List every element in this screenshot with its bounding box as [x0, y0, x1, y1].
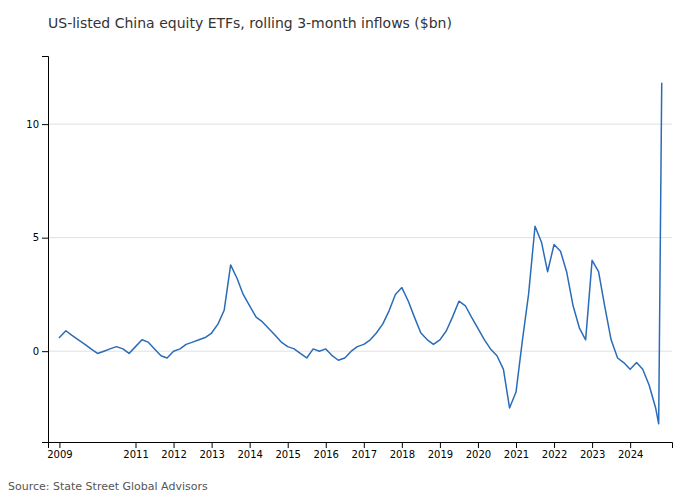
x-tick: 2009 — [47, 442, 72, 460]
x-tick-label: 2012 — [161, 449, 186, 460]
x-tick-mark — [478, 442, 479, 448]
x-tick-label: 2022 — [542, 449, 567, 460]
y-tick-mark — [42, 238, 48, 239]
x-tick-label: 2017 — [352, 449, 377, 460]
x-tick-label: 2013 — [199, 449, 224, 460]
x-tick: 2013 — [199, 442, 224, 460]
x-tick: 2022 — [542, 442, 567, 460]
x-tick-mark — [136, 442, 137, 448]
x-tick-label: 2009 — [47, 449, 72, 460]
x-tick-mark — [440, 442, 441, 448]
x-tick-mark — [59, 442, 60, 448]
x-tick-mark — [364, 442, 365, 448]
line — [59, 83, 661, 424]
x-tick: 2012 — [161, 442, 186, 460]
chart: 2009 2011 2012 2013 2014 2015 2016 2017 2018 2019… — [0, 0, 700, 500]
title: US-listed China equity ETFs, rolling 3-m… — [48, 15, 452, 31]
annotation: Source: State Street Global Advisors — [8, 480, 208, 493]
x-tick: 2017 — [352, 442, 377, 460]
x-tick: 2020 — [466, 442, 491, 460]
grid-line — [48, 351, 672, 352]
x-tick-label: 2016 — [314, 449, 339, 460]
marks — [59, 83, 661, 424]
x-tick-label: 2021 — [504, 449, 529, 460]
x-tick-label: 2020 — [466, 449, 491, 460]
x-tick: 2019 — [428, 442, 453, 460]
y-tick: 0 — [33, 346, 48, 357]
x-tick-mark — [554, 442, 555, 448]
x-tick: 2023 — [580, 442, 605, 460]
x-tick-label: 2014 — [237, 449, 262, 460]
x-tick-label: 2015 — [275, 449, 300, 460]
x-tick: 2024 — [618, 442, 643, 460]
x-tick-label: 2011 — [123, 449, 148, 460]
x-axis: 2009 2011 2012 2013 2014 2015 2016 2017 2018 2019… — [47, 442, 672, 460]
grid-line — [48, 124, 672, 125]
x-tick: 2014 — [237, 442, 262, 460]
grid-line — [48, 237, 672, 238]
x-tick: 2015 — [275, 442, 300, 460]
y-axis-line — [42, 57, 49, 443]
x-tick-mark — [592, 442, 593, 448]
y-tick: 5 — [33, 232, 48, 243]
x-tick-label: 2024 — [618, 449, 643, 460]
y-tick-mark — [42, 124, 48, 125]
x-tick-mark — [288, 442, 289, 448]
x-axis-line — [49, 443, 673, 449]
y-axis: 0 5 10 — [26, 57, 48, 443]
plot: 2009 2011 2012 2013 2014 2015 2016 2017 2018 2019… — [26, 57, 672, 461]
grid — [48, 124, 672, 351]
x-tick: 2011 — [123, 442, 148, 460]
y-tick: 10 — [26, 119, 48, 130]
x-tick-label: 2023 — [580, 449, 605, 460]
y-tick-label: 0 — [33, 346, 39, 357]
x-tick-mark — [402, 442, 403, 448]
x-tick-mark — [174, 442, 175, 448]
y-tick-label: 10 — [26, 119, 39, 130]
x-tick-mark — [516, 442, 517, 448]
x-tick: 2018 — [390, 442, 415, 460]
y-tick-label: 5 — [33, 232, 39, 243]
y-tick-mark — [42, 351, 48, 352]
x-tick-mark — [250, 442, 251, 448]
x-tick-mark — [630, 442, 631, 448]
x-tick-mark — [326, 442, 327, 448]
x-tick-label: 2019 — [428, 449, 453, 460]
x-tick-label: 2018 — [390, 449, 415, 460]
x-tick-mark — [212, 442, 213, 448]
x-tick: 2021 — [504, 442, 529, 460]
x-tick: 2016 — [314, 442, 339, 460]
